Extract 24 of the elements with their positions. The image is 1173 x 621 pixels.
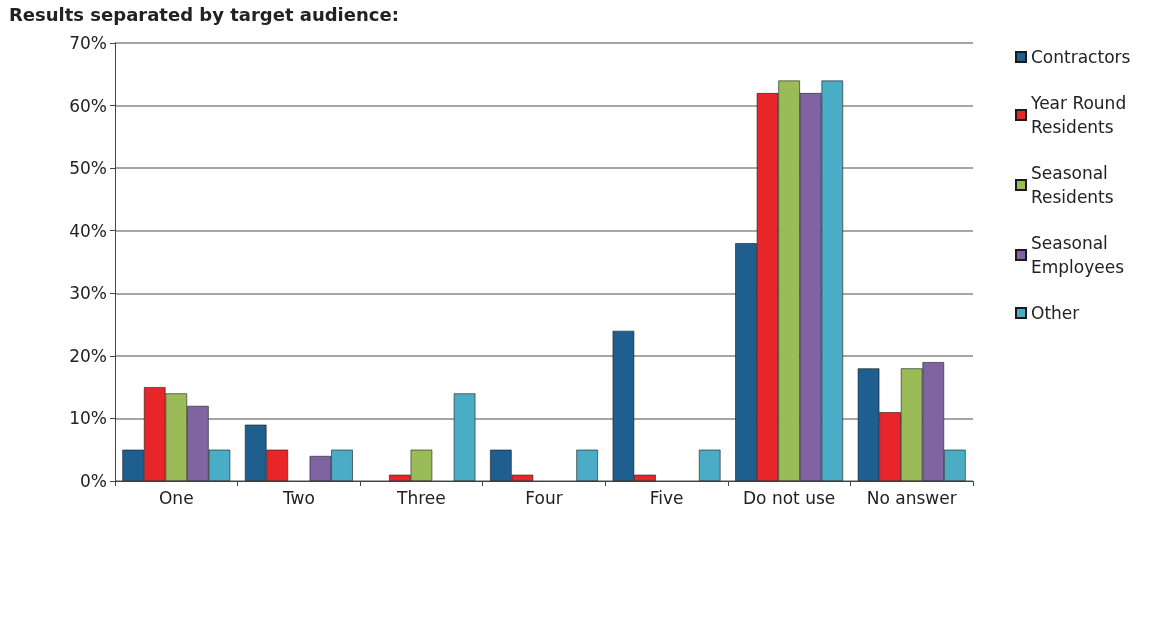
y-tick-label: 70% xyxy=(69,33,107,53)
x-tick-label: Do not use xyxy=(743,487,836,508)
y-tick-label: 60% xyxy=(69,95,107,116)
legend-label: Seasonal Employees xyxy=(1031,233,1125,277)
y-tick-label: 50% xyxy=(69,158,107,179)
y-tick-label: 40% xyxy=(69,220,107,241)
y-tick-label: 0% xyxy=(80,471,107,491)
x-tick-label: No answer xyxy=(866,487,957,508)
bar xyxy=(453,393,476,481)
legend-label: Year Round Residents xyxy=(1030,93,1132,137)
legend-label: Seasonal Residents xyxy=(1031,163,1114,207)
y-tick-label: 10% xyxy=(69,408,107,429)
y-tick-label: 30% xyxy=(69,283,107,304)
x-tick-label: One xyxy=(158,487,194,508)
x-tick-label: Three xyxy=(396,487,446,508)
bar xyxy=(698,449,721,481)
bar xyxy=(576,449,598,481)
chart-title: Results separated by target audience: xyxy=(9,3,399,25)
x-tick-label: Five xyxy=(649,487,684,508)
legend-label: Contractors xyxy=(1031,47,1131,67)
legend-label: Other xyxy=(1031,303,1080,323)
x-tick-label: Four xyxy=(525,487,563,508)
x-tick-label: Two xyxy=(281,487,315,508)
y-tick-label: 20% xyxy=(69,345,107,366)
